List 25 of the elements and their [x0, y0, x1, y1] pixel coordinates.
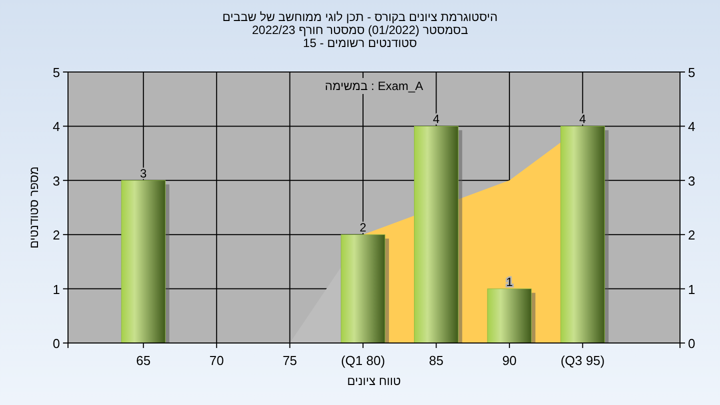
y-tick-label: 4 [52, 119, 60, 134]
x-tick-label: (Q1 80) [340, 353, 386, 368]
y-tick-label: 0 [52, 336, 60, 351]
y-tick-label: 3 [52, 173, 60, 188]
y-axis-title: מספר סטודנטים [27, 166, 41, 249]
y2-tick-label: 1 [688, 282, 696, 297]
x-tick-label: 75 [282, 353, 298, 368]
y-tick-label: 5 [52, 65, 60, 80]
x-tick-label: 90 [502, 353, 517, 368]
chart-title: היסטוגרמת ציונים בקורס - תכן לוגי ממוחשב של שבבים [222, 10, 498, 24]
y2-tick-label: 3 [688, 173, 696, 188]
annotation: במשימה : Exam_A [324, 79, 424, 93]
x-tick-label: (Q3 95) [560, 353, 605, 368]
data-label: 1 [506, 274, 514, 289]
y2-tick-label: 0 [688, 336, 696, 351]
y-tick-label: 1 [52, 282, 60, 297]
y-tick-label: 2 [52, 228, 60, 243]
chart-subtitle: בסמסטר (01/2022) סמסטר חורף 2022/23 סטודנטים רשומים - 15 [252, 23, 468, 50]
x-tick-label: 85 [428, 353, 444, 368]
x-axis-title: טווח ציונים [347, 374, 402, 388]
x-tick-label: 70 [209, 353, 224, 368]
x-tick-label: 65 [136, 353, 151, 368]
y2-tick-label: 2 [688, 228, 696, 243]
y2-tick-label: 4 [688, 119, 696, 134]
y2-tick-label: 5 [688, 65, 696, 80]
